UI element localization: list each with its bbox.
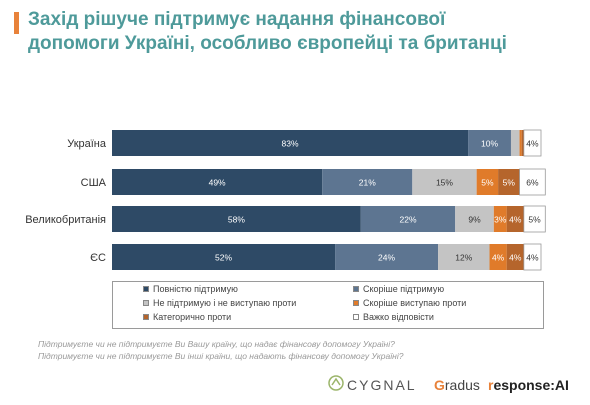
category-label: ЄС bbox=[90, 252, 106, 264]
data-label: 12% bbox=[455, 253, 472, 263]
bar-segment bbox=[506, 206, 524, 232]
data-label: 5% bbox=[503, 178, 516, 188]
data-label: 22% bbox=[400, 215, 417, 225]
data-label: 4% bbox=[509, 215, 522, 225]
bar-segment bbox=[523, 243, 542, 271]
data-label: 49% bbox=[209, 178, 226, 188]
bar-segment bbox=[493, 206, 507, 232]
stacked-bar-chart: Україна 83% 10% 4% США 49% 21% 15% 5% 5% 6% Великоб… bbox=[25, 129, 546, 271]
page-title: Захід рішуче підтримує надання фінансово… bbox=[28, 8, 578, 56]
bar-segment bbox=[489, 244, 507, 270]
legend-item: Скоріше виступаю проти bbox=[353, 298, 466, 308]
data-label: 52% bbox=[215, 253, 232, 263]
data-label: 15% bbox=[436, 178, 453, 188]
gradus-logo-rest: radus bbox=[444, 377, 480, 393]
legend-item: Важко відповісти bbox=[353, 312, 434, 322]
bar-segment bbox=[521, 130, 524, 156]
legend-item: Скоріше підтримую bbox=[353, 284, 444, 294]
bar-segment bbox=[510, 130, 520, 156]
gradus-logo-g: G bbox=[434, 377, 445, 393]
bar-segment bbox=[438, 244, 490, 270]
data-label: 10% bbox=[481, 139, 498, 149]
title-line-2: допомоги Україні, особливо європейці та … bbox=[28, 33, 507, 54]
response-logo-rest: esponse:AI bbox=[493, 377, 569, 393]
legend-item: Повністю підтримую bbox=[143, 284, 238, 294]
legend-label: Скоріше підтримую bbox=[363, 284, 445, 294]
bar-segment bbox=[498, 169, 520, 195]
data-label: 83% bbox=[282, 139, 299, 149]
bar-segment bbox=[523, 205, 546, 233]
legend-label: Повністю підтримую bbox=[153, 284, 238, 294]
bar-segment bbox=[412, 169, 477, 195]
legend-label: Скоріше виступаю проти bbox=[363, 298, 467, 308]
data-label: 5% bbox=[528, 215, 541, 225]
title-accent-bar bbox=[14, 12, 19, 34]
data-label: 4% bbox=[526, 253, 539, 263]
bar-segment bbox=[519, 130, 522, 156]
legend-swatch bbox=[143, 286, 149, 292]
data-label: 4% bbox=[509, 253, 522, 263]
legend-swatch bbox=[143, 314, 149, 320]
data-label: 4% bbox=[492, 253, 505, 263]
title-line-1: Захід рішуче підтримує надання фінансово… bbox=[28, 9, 446, 30]
legend-swatch bbox=[353, 314, 359, 320]
bar-segment bbox=[335, 244, 439, 270]
data-label: 58% bbox=[228, 215, 245, 225]
gradus-logo: Gradus bbox=[434, 377, 480, 393]
cygnal-logo: CYGNAL bbox=[347, 377, 417, 393]
data-label: 9% bbox=[468, 215, 481, 225]
bar-segment bbox=[322, 169, 413, 195]
legend-label: Важко відповісти bbox=[363, 312, 434, 322]
data-label: 3% bbox=[494, 215, 507, 225]
bar-segment bbox=[112, 169, 323, 195]
question-1: Підтримуєте чи не підтримуєте Ви Вашу кр… bbox=[38, 339, 395, 349]
bar-segment bbox=[506, 244, 524, 270]
bar-segment bbox=[112, 244, 336, 270]
bar-segment bbox=[476, 169, 499, 195]
bar-segment bbox=[360, 206, 456, 232]
cygnal-logo-icon bbox=[328, 375, 344, 391]
question-2: Підтримуєте чи не підтримуєте Ви інші кр… bbox=[38, 351, 404, 361]
category-label: Україна bbox=[67, 138, 107, 150]
bar-segment bbox=[112, 130, 469, 156]
data-label: 21% bbox=[359, 178, 376, 188]
response-ai-logo: response:AI bbox=[488, 377, 569, 393]
data-label: 6% bbox=[526, 178, 539, 188]
legend-swatch bbox=[353, 286, 359, 292]
category-label: США bbox=[81, 177, 107, 189]
data-label: 4% bbox=[526, 139, 539, 149]
legend-label: Не підтримую і не виступаю проти bbox=[153, 298, 297, 308]
bar-segment bbox=[455, 206, 494, 232]
category-label: Великобританія bbox=[25, 214, 106, 226]
legend-label: Категорично проти bbox=[153, 312, 232, 322]
bar-segment bbox=[523, 129, 542, 157]
legend-item: Не підтримую і не виступаю проти bbox=[143, 298, 296, 308]
bar-segment bbox=[519, 168, 546, 196]
legend-swatch bbox=[143, 300, 149, 306]
chart-legend: Повністю підтримую Скоріше підтримую Не пі… bbox=[112, 281, 544, 329]
legend-item: Категорично проти bbox=[143, 312, 231, 322]
bar-segment bbox=[112, 206, 361, 232]
bar-segment bbox=[468, 130, 511, 156]
response-logo-r: r bbox=[488, 377, 494, 393]
legend-swatch bbox=[353, 300, 359, 306]
data-label: 24% bbox=[378, 253, 395, 263]
data-label: 5% bbox=[481, 178, 494, 188]
